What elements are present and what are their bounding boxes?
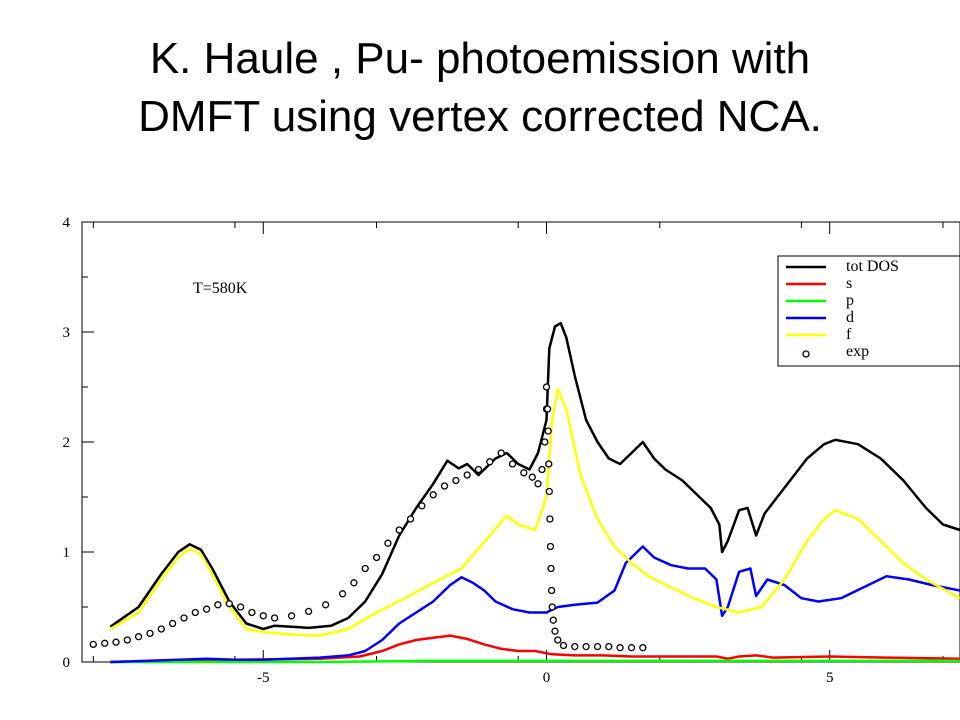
- series-line-f: [109, 387, 960, 637]
- exp-data-point: [321, 601, 330, 609]
- exp-data-point: [418, 502, 426, 510]
- exp-data-point: [544, 427, 552, 435]
- exp-data-point: [593, 642, 602, 651]
- exp-data-point: [538, 465, 546, 474]
- x-tick-label: 5: [826, 670, 834, 686]
- exp-data-point: [548, 603, 556, 611]
- exp-data-point: [508, 460, 517, 468]
- exp-data-point: [554, 636, 562, 644]
- legend-label: exp: [846, 343, 869, 360]
- slide-title: K. Haule , Pu- photoemission with DMFT u…: [0, 30, 960, 146]
- legend-label: s: [846, 275, 852, 292]
- exp-data-point: [546, 542, 555, 551]
- exp-data-point: [180, 614, 188, 622]
- exp-data-point: [520, 469, 528, 477]
- exp-data-point: [547, 564, 555, 573]
- exp-data-point: [559, 641, 568, 650]
- exp-data-point: [582, 642, 590, 651]
- series-layer: [89, 321, 960, 664]
- legend-swatch: [802, 350, 810, 358]
- exp-data-point: [463, 471, 471, 479]
- x-tick-label: -5: [257, 670, 270, 686]
- exp-data-point: [372, 553, 381, 562]
- exp-data-point: [361, 564, 369, 573]
- exp-data-point: [546, 515, 554, 523]
- legend-box: [777, 255, 960, 367]
- exp-data-point: [549, 616, 557, 624]
- exp-data-point: [350, 579, 358, 587]
- y-tick-label: 4: [63, 215, 71, 231]
- legend-label: d: [846, 309, 854, 326]
- exp-data-point: [304, 607, 313, 616]
- exp-data-point: [406, 515, 415, 523]
- y-tick-label: 1: [63, 545, 71, 561]
- exp-data-point: [541, 438, 549, 446]
- series-line-d: [110, 545, 960, 664]
- exp-data-point: [157, 625, 165, 633]
- y-tick-label: 3: [63, 325, 71, 341]
- exp-data-point: [202, 605, 211, 613]
- exp-data-point: [452, 476, 460, 485]
- legend-label: tot DOS: [846, 258, 899, 275]
- exp-data-point: [123, 636, 131, 644]
- exp-data-point: [384, 539, 392, 547]
- exp-data-point: [259, 612, 267, 620]
- exp-data-point: [134, 633, 143, 641]
- exp-data-point: [616, 644, 624, 652]
- slide-title-line-1: K. Haule , Pu- photoemission with: [149, 34, 811, 83]
- exp-data-point: [429, 491, 437, 499]
- exp-data-point: [547, 586, 556, 595]
- exp-data-point: [534, 480, 542, 488]
- exp-data-point: [543, 405, 552, 413]
- exp-data-point: [528, 473, 536, 481]
- legend-label: f: [846, 326, 852, 343]
- exp-data-point: [545, 460, 553, 468]
- y-tick-label: 2: [63, 435, 71, 451]
- exp-data-point: [605, 642, 613, 651]
- exp-data-point: [146, 629, 154, 638]
- temperature-annotation: T=580K: [193, 280, 248, 297]
- y-tick-label: 0: [63, 655, 71, 671]
- exp-data-point: [225, 600, 233, 608]
- exp-data-point: [191, 608, 199, 617]
- exp-data-point: [287, 612, 296, 620]
- exp-data-point: [214, 601, 222, 609]
- exp-data-point: [112, 638, 120, 646]
- slide-title-line-2: DMFT using vertex corrected NCA.: [138, 92, 822, 141]
- exp-data-point: [486, 458, 494, 466]
- exp-data-point: [551, 627, 559, 635]
- exp-data-point: [101, 639, 109, 647]
- exp-data-point: [338, 590, 347, 598]
- exp-data-point: [639, 644, 647, 652]
- series-line-p: [110, 659, 960, 664]
- exp-data-point: [248, 608, 256, 617]
- exp-data-point: [497, 449, 505, 457]
- exp-data-point: [627, 644, 636, 652]
- exp-data-point: [571, 642, 579, 651]
- exp-data-point: [168, 619, 177, 628]
- exp-data-point: [270, 614, 279, 622]
- exp-data-point: [236, 603, 245, 611]
- exp-data-point: [395, 526, 403, 534]
- exp-data-point: [440, 482, 449, 490]
- exp-data-point: [542, 383, 551, 391]
- exp-data-point: [545, 487, 553, 496]
- x-tick-label: 0: [543, 670, 551, 686]
- axis-ticks: -5 0 5 0 1 2 3 4: [63, 215, 944, 686]
- legend-label: p: [846, 292, 854, 309]
- series-line-tot-dos: [109, 321, 960, 631]
- series-line-s: [110, 634, 960, 664]
- exp-data-point: [474, 465, 483, 474]
- exp-data-point: [89, 640, 97, 649]
